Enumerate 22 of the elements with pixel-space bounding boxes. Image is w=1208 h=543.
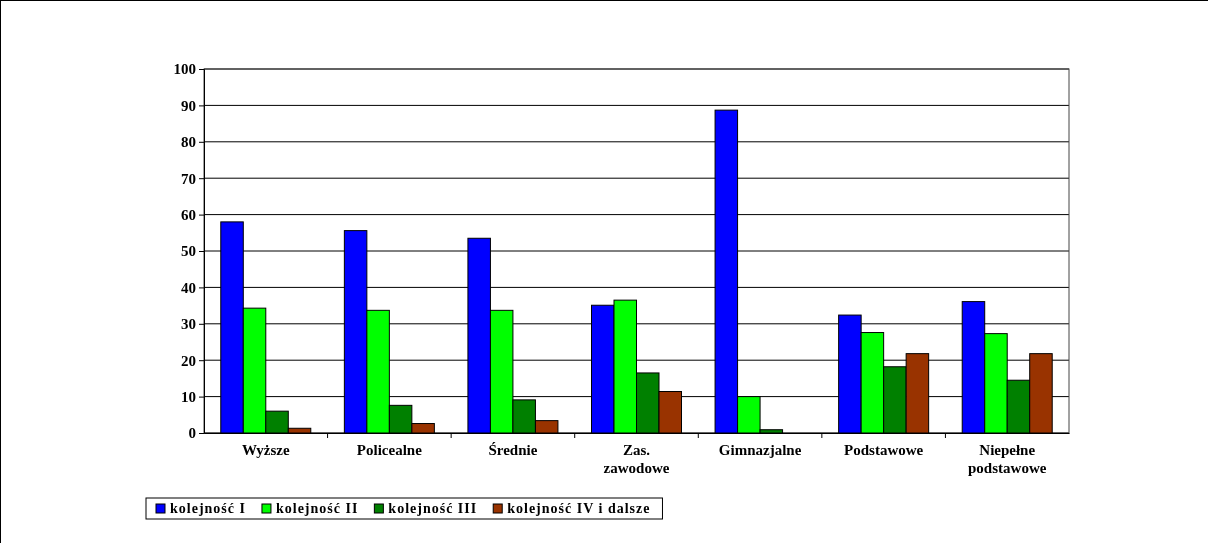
x-tick-label: Zas. zawodowe xyxy=(603,442,670,476)
y-tick-label: 30 xyxy=(181,316,196,333)
legend-label: kolejność II xyxy=(275,501,359,516)
legend-label: kolejność I xyxy=(170,501,246,516)
x-tick-label: Gimnazjalne xyxy=(718,442,802,458)
y-tick-label: 90 xyxy=(181,97,196,114)
x-tick-label: Niepełne podstawowe xyxy=(968,442,1047,476)
legend-label: kolejność III xyxy=(388,501,478,516)
y-tick-label: 50 xyxy=(181,243,196,260)
y-tick-label: 0 xyxy=(188,425,196,442)
y-tick-label: 40 xyxy=(181,279,196,296)
legend-label: kolejność IV i dalsze xyxy=(507,501,651,516)
y-tick-label: 70 xyxy=(181,170,196,187)
x-tick-label: Wyższe xyxy=(241,442,290,458)
y-tick-label: 100 xyxy=(173,61,196,78)
y-tick-label: 20 xyxy=(181,352,196,369)
x-tick-label: Policealne xyxy=(356,442,423,458)
y-tick-label: 60 xyxy=(181,206,196,223)
y-tick-label: 80 xyxy=(181,134,196,151)
x-tick-label: Średnie xyxy=(488,442,538,458)
x-tick-label: Podstawowe xyxy=(844,442,924,458)
y-tick-label: 10 xyxy=(181,388,196,405)
